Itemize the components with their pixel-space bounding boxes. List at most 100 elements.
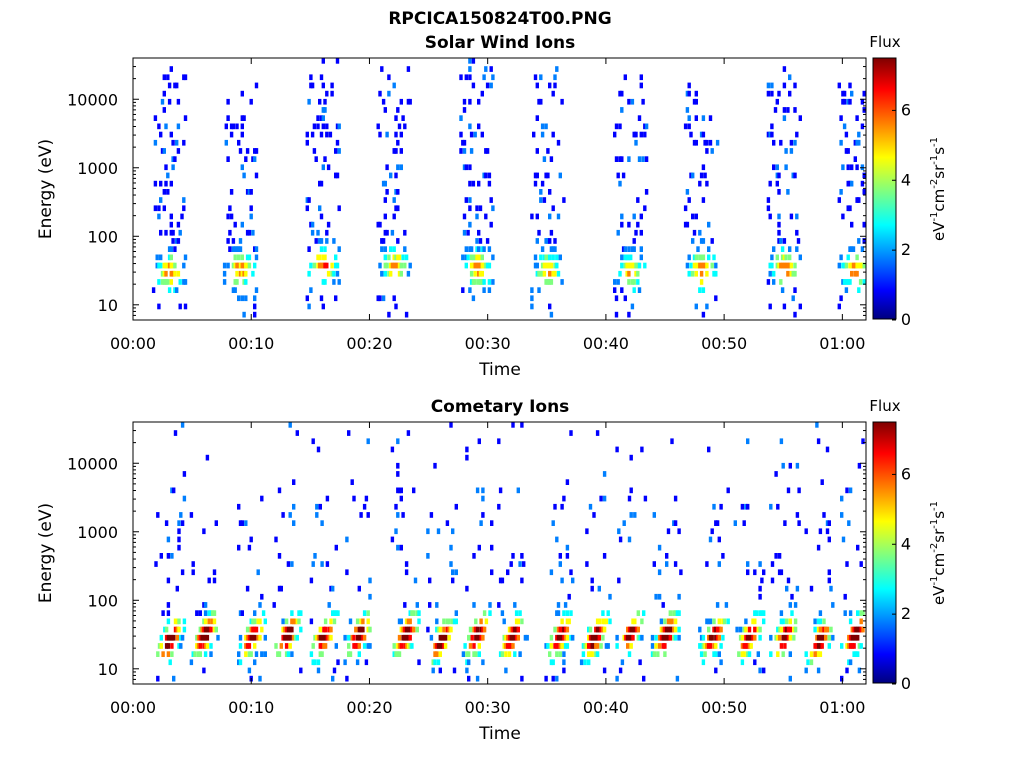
spectrogram-cell <box>601 610 605 616</box>
spectrogram-cell <box>435 618 439 625</box>
spectrogram-cell <box>857 667 862 674</box>
spectrogram-cell <box>307 270 311 277</box>
spectrogram-cell <box>281 626 285 633</box>
spectrogram-cell <box>169 246 173 252</box>
spectrogram-cell <box>786 262 790 269</box>
spectrogram-cell <box>498 577 503 584</box>
spectrogram-cell <box>634 229 638 236</box>
spectrogram-cell <box>625 254 629 261</box>
spectrogram-cell <box>468 287 472 293</box>
spectrogram-cell <box>555 254 559 261</box>
spectrogram-cell <box>244 643 248 649</box>
spectrogram-cell <box>699 270 704 277</box>
spectrogram-cell <box>167 246 172 252</box>
spectrogram-cell <box>795 131 799 138</box>
spectrogram-cell <box>782 115 787 121</box>
spectrogram-cell <box>535 213 539 220</box>
spectrogram-cell <box>153 139 158 146</box>
spectrogram-cell <box>170 487 174 494</box>
spectrogram-cell <box>614 311 619 318</box>
spectrogram-cell <box>535 238 539 244</box>
spectrogram-cell <box>245 643 250 649</box>
spectrogram-cell <box>840 495 844 502</box>
spectrogram-cell <box>856 544 860 551</box>
spectrogram-cell <box>247 544 252 551</box>
spectrogram-cell <box>809 651 814 657</box>
spectrogram-cell <box>663 618 667 625</box>
spectrogram-cell <box>159 131 163 138</box>
spectrogram-cell <box>238 643 243 649</box>
spectrogram-cell <box>556 602 561 608</box>
spectrogram-cell <box>712 254 716 261</box>
spectrogram-cell <box>397 651 402 657</box>
spectrogram-cell <box>744 618 748 625</box>
spectrogram-cell <box>685 221 690 228</box>
spectrogram-cell <box>530 303 534 310</box>
spectrogram-cell <box>334 544 338 551</box>
spectrogram-cell <box>742 651 746 657</box>
spectrogram-cell <box>462 98 467 105</box>
spectrogram-cell <box>551 270 555 277</box>
spectrogram-cell <box>698 229 702 236</box>
spectrogram-cell <box>768 303 772 310</box>
spectrogram-cell <box>539 254 543 261</box>
spectrogram-cell <box>820 479 824 485</box>
spectrogram-cell <box>381 180 386 187</box>
spectrogram-cell <box>180 569 185 576</box>
spectrogram-cell <box>196 651 201 657</box>
spectrogram-cell <box>791 270 795 277</box>
spectrogram-cell <box>172 675 176 682</box>
spectrogram-cell <box>417 610 421 616</box>
spectrogram-cell <box>253 610 257 616</box>
spectrogram-cell <box>782 303 787 310</box>
spectrogram-cell <box>689 131 693 138</box>
spectrogram-cell <box>487 180 492 187</box>
spectrogram-cell <box>464 74 468 81</box>
spectrogram-cell <box>848 659 853 666</box>
spectrogram-cell <box>389 270 393 277</box>
spectrogram-cell <box>383 254 387 261</box>
spectrogram-cell <box>701 254 706 261</box>
spectrogram-cell <box>663 643 667 649</box>
spectrogram-cell <box>699 651 704 657</box>
spectrogram-cell <box>837 303 841 310</box>
spectrogram-cell <box>451 569 455 576</box>
spectrogram-cell <box>180 422 185 428</box>
spectrogram-cell <box>623 295 627 302</box>
spectrogram-cell <box>392 262 396 269</box>
spectrogram-cell <box>449 422 453 428</box>
colorbar-tick-label: 2 <box>901 240 911 259</box>
spectrogram-cell <box>229 131 234 138</box>
spectrogram-cell <box>454 610 458 616</box>
spectrogram-cell <box>385 164 389 171</box>
spectrogram-cell <box>320 561 324 567</box>
spectrogram-cell <box>438 667 442 674</box>
spectrogram-cell <box>464 246 468 252</box>
spectrogram-cell <box>643 205 647 212</box>
spectrogram-cell <box>786 577 791 584</box>
spectrogram-cell <box>818 651 823 657</box>
spectrogram-cell <box>159 634 163 641</box>
spectrogram-cell <box>203 643 208 649</box>
spectrogram-cell <box>314 238 318 244</box>
spectrogram-cell <box>815 422 819 428</box>
spectrogram-cell <box>198 610 202 616</box>
spectrogram-cell <box>772 164 776 171</box>
spectrogram-cell <box>487 262 492 269</box>
spectrogram-cell <box>224 123 228 130</box>
spectrogram-cell <box>312 148 317 154</box>
spectrogram-cell <box>753 626 757 633</box>
spectrogram-cell <box>665 561 669 567</box>
spectrogram-cell <box>480 131 484 138</box>
spectrogram-cell <box>417 618 421 625</box>
spectrogram-cell <box>602 626 607 633</box>
spectrogram-cell <box>627 254 631 261</box>
spectrogram-cell <box>786 626 791 633</box>
spectrogram-cell <box>694 254 698 261</box>
spectrogram-cell <box>560 643 564 649</box>
spectrogram-cell <box>707 446 711 453</box>
spectrogram-cell <box>846 148 850 154</box>
spectrogram-cell <box>565 479 570 485</box>
spectrogram-cell <box>284 626 289 633</box>
spectrogram-cell <box>813 626 817 633</box>
